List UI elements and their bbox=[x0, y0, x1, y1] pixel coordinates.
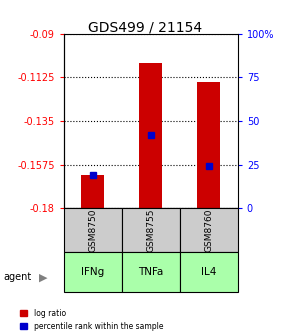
Text: IL4: IL4 bbox=[201, 267, 217, 277]
FancyBboxPatch shape bbox=[122, 208, 180, 252]
Bar bbox=[139, 63, 162, 208]
Text: IFNg: IFNg bbox=[81, 267, 104, 277]
FancyBboxPatch shape bbox=[122, 252, 180, 292]
Text: GSM8760: GSM8760 bbox=[204, 208, 213, 252]
Bar bbox=[197, 82, 220, 208]
Text: agent: agent bbox=[3, 272, 31, 282]
Text: GSM8750: GSM8750 bbox=[88, 208, 97, 252]
Text: TNFa: TNFa bbox=[138, 267, 164, 277]
FancyBboxPatch shape bbox=[180, 208, 238, 252]
Text: ▶: ▶ bbox=[39, 272, 48, 282]
FancyBboxPatch shape bbox=[64, 208, 122, 252]
FancyBboxPatch shape bbox=[64, 252, 122, 292]
FancyBboxPatch shape bbox=[180, 252, 238, 292]
Text: GDS499 / 21154: GDS499 / 21154 bbox=[88, 20, 202, 34]
Text: GSM8755: GSM8755 bbox=[146, 208, 155, 252]
Bar bbox=[81, 175, 104, 208]
Legend: log ratio, percentile rank within the sample: log ratio, percentile rank within the sa… bbox=[18, 307, 165, 332]
